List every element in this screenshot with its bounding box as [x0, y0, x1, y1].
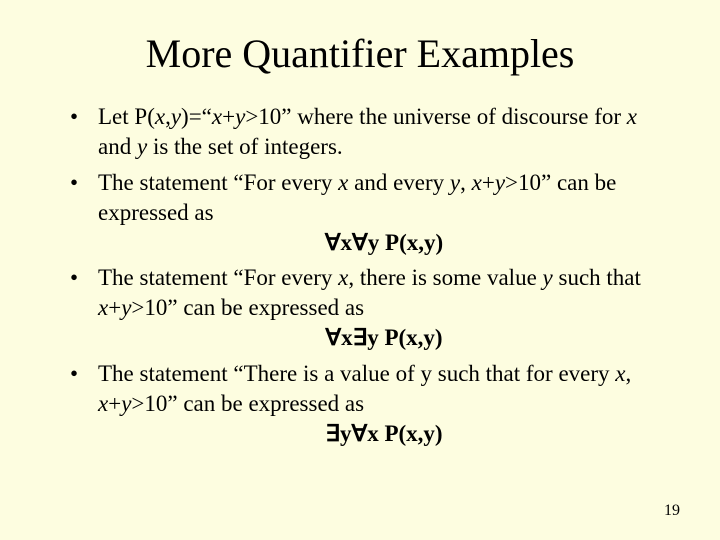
- var-x: x: [338, 170, 348, 195]
- var-y: y: [137, 134, 147, 159]
- text: +: [108, 295, 121, 320]
- var-x: x: [98, 391, 108, 416]
- text: +: [222, 104, 235, 129]
- var-x: x: [98, 295, 108, 320]
- text: >10” where the universe of discourse for: [245, 104, 626, 129]
- var-y: y: [121, 295, 131, 320]
- text: such that: [553, 265, 641, 290]
- bullet-3: The statement “For every x, there is som…: [70, 263, 670, 353]
- var-x: x: [338, 265, 348, 290]
- slide: More Quantifier Examples Let P(x,y)=“x+y…: [0, 0, 720, 540]
- text: is the set of integers.: [147, 134, 342, 159]
- var-y: y: [171, 104, 181, 129]
- var-y: y: [121, 391, 131, 416]
- body-list: Let P(x,y)=“x+y>10” where the universe o…: [50, 102, 670, 449]
- var-x: x: [615, 361, 625, 386]
- var-y: y: [450, 170, 460, 195]
- text: ,: [626, 361, 632, 386]
- slide-title: More Quantifier Examples: [50, 30, 670, 77]
- var-y: y: [235, 104, 245, 129]
- text: The statement “For every: [98, 265, 338, 290]
- formula-3: ∀x∃y P(x,y): [98, 323, 670, 353]
- formula-2: ∀x∀y P(x,y): [98, 228, 670, 258]
- text: >10” can be expressed as: [131, 391, 364, 416]
- bullet-1: Let P(x,y)=“x+y>10” where the universe o…: [70, 102, 670, 162]
- text: and every: [348, 170, 450, 195]
- text: , there is some value: [348, 265, 542, 290]
- bullet-4: The statement “There is a value of y suc…: [70, 359, 670, 449]
- text: )=“: [181, 104, 212, 129]
- var-x: x: [627, 104, 637, 129]
- text: The statement “For every: [98, 170, 338, 195]
- text: +: [108, 391, 121, 416]
- text: Let P(: [98, 104, 155, 129]
- var-x: x: [212, 104, 222, 129]
- page-number: 19: [664, 502, 680, 520]
- bullet-2: The statement “For every x and every y, …: [70, 168, 670, 258]
- text: The statement “There is a value of y suc…: [98, 361, 615, 386]
- text: >10” can be expressed as: [131, 295, 364, 320]
- text: and: [98, 134, 137, 159]
- formula-4: ∃y∀x P(x,y): [98, 419, 670, 449]
- text: +: [482, 170, 495, 195]
- var-x: x: [472, 170, 482, 195]
- var-x: x: [155, 104, 165, 129]
- var-y: y: [495, 170, 505, 195]
- var-y: y: [543, 265, 553, 290]
- text: ,: [460, 170, 472, 195]
